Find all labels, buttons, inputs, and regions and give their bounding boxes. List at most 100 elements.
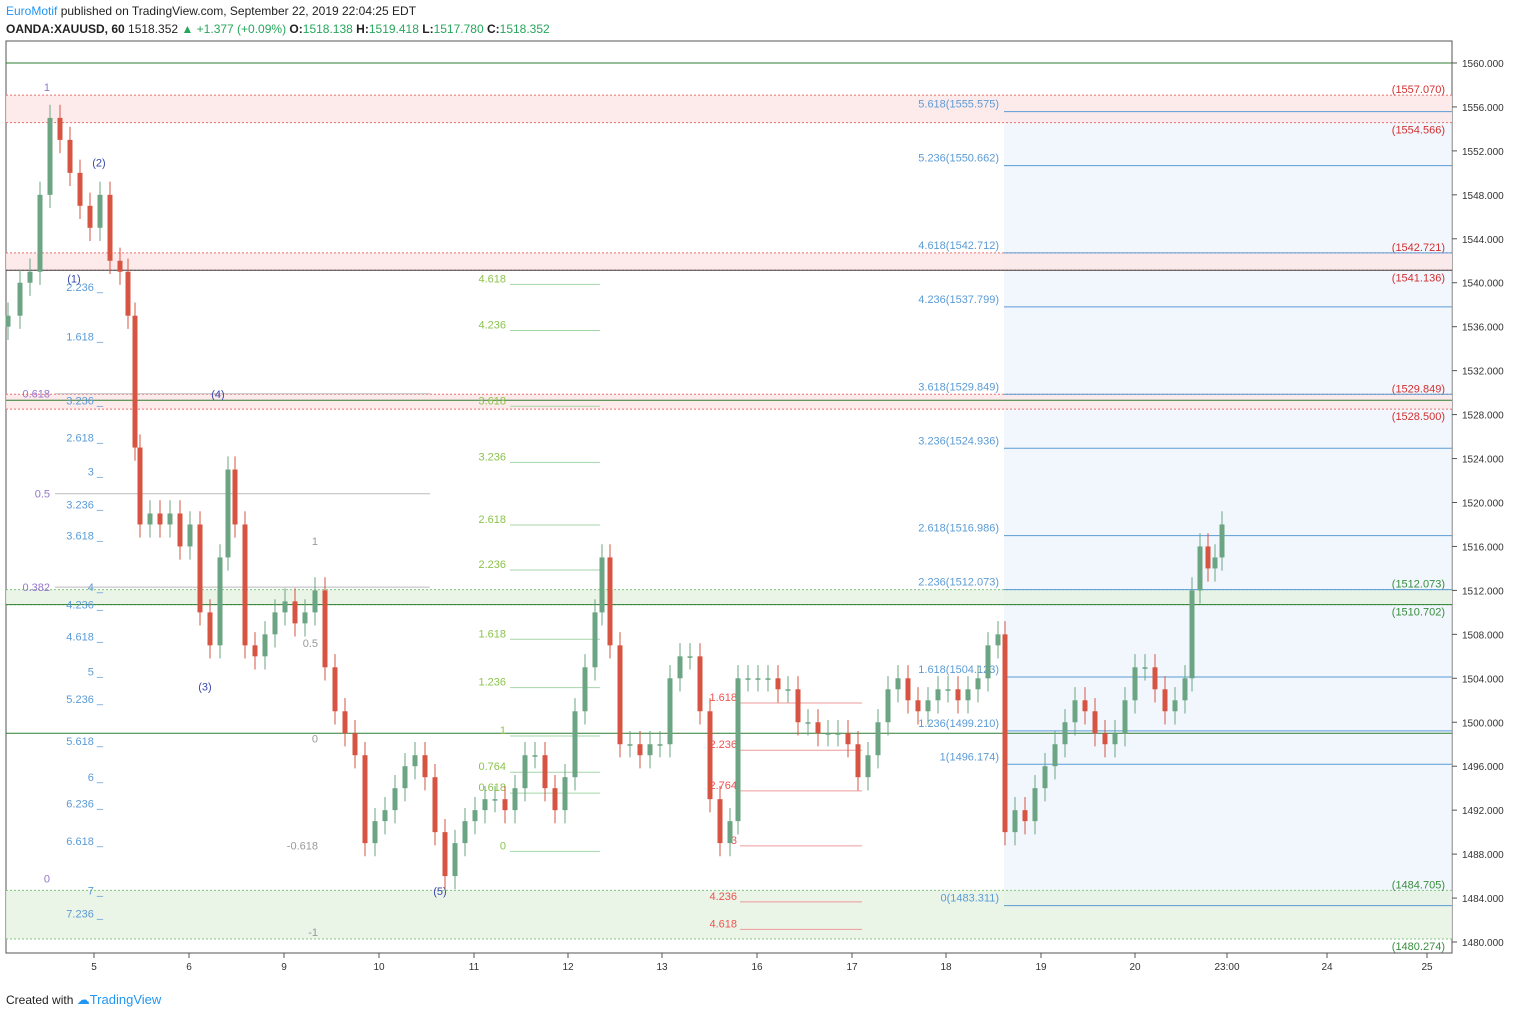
candle-body xyxy=(442,832,448,877)
candle-body xyxy=(552,788,558,811)
y-tick-label: 1556.000 xyxy=(1462,103,1504,114)
candle-body xyxy=(492,799,498,801)
candle-body xyxy=(322,590,328,668)
candle-body xyxy=(107,194,113,261)
y-tick-label: 1548.000 xyxy=(1462,191,1504,202)
red-fib-label: 2.764 xyxy=(709,780,737,792)
candle-body xyxy=(825,733,831,735)
small-fib-label: 0 xyxy=(312,734,318,746)
elliott-wave-label: (3) xyxy=(198,681,211,693)
zone-resistance xyxy=(6,252,1452,271)
x-tick-label: 6 xyxy=(186,962,192,973)
projection-fib-label: 1(1496.174) xyxy=(940,751,999,763)
y-tick-label: 1504.000 xyxy=(1462,674,1504,685)
candle-body xyxy=(965,689,971,701)
candle-body xyxy=(87,205,93,228)
extension-fib-label: 5.236 _ xyxy=(66,694,104,706)
projection-fib-label: 3.618(1529.849) xyxy=(918,381,999,393)
projection-fib-label: 5.618(1555.575) xyxy=(918,99,999,111)
zone-label-high: (1529.849) xyxy=(1392,383,1445,395)
candle-body xyxy=(1112,733,1118,745)
candle-body xyxy=(77,172,83,206)
projection-fib-label: 5.236(1550.662) xyxy=(918,153,999,165)
candle-body xyxy=(1082,700,1088,712)
candle-body xyxy=(925,700,931,712)
zone-label-high: (1557.070) xyxy=(1392,84,1445,96)
candle-body xyxy=(362,755,368,844)
open-label: O: xyxy=(289,22,303,36)
zone-label-low: (1480.274) xyxy=(1392,941,1445,953)
candle-body xyxy=(895,678,901,690)
extension-fib-label: 3.236 _ xyxy=(66,395,104,407)
x-tick-label: 19 xyxy=(1035,962,1047,973)
x-tick-label: 10 xyxy=(373,962,385,973)
y-tick-label: 1512.000 xyxy=(1462,586,1504,597)
candle-body xyxy=(422,755,428,778)
zone-label-low: (1510.702) xyxy=(1392,607,1445,619)
high-value: 1519.418 xyxy=(368,22,419,36)
candle-body xyxy=(607,557,613,646)
candle-body xyxy=(132,315,138,448)
red-fib-label: 3 xyxy=(731,835,737,847)
candle-body xyxy=(707,711,713,800)
candle-body xyxy=(1032,788,1038,822)
author-link[interactable]: EuroMotif xyxy=(6,4,58,18)
zone-label-high: (1542.721) xyxy=(1392,242,1445,254)
symbol-label: OANDA:XAUUSD, 60 xyxy=(6,22,125,36)
candle-body xyxy=(197,524,203,613)
candle-body xyxy=(687,656,693,658)
candle-body xyxy=(727,821,733,844)
candle-body xyxy=(1162,689,1168,712)
zone-label-low: (1541.136) xyxy=(1392,272,1445,284)
candle-body xyxy=(647,744,653,756)
green-fib-label: 4.236 xyxy=(478,319,506,331)
candle-body xyxy=(67,139,73,173)
open-value: 1518.138 xyxy=(302,22,353,36)
candle-body xyxy=(855,744,861,778)
candle-body xyxy=(292,601,298,624)
candle-body xyxy=(262,634,268,657)
small-fib-label: -0.618 xyxy=(287,840,318,852)
candle-body xyxy=(1182,678,1188,701)
candle-body xyxy=(835,733,841,735)
candle-body xyxy=(412,755,418,767)
candle-body xyxy=(1132,667,1138,701)
retracement-fib-label: 0.618 xyxy=(22,389,50,401)
candle-body xyxy=(1052,744,1058,767)
candle-body xyxy=(482,799,488,811)
x-tick-label: 24 xyxy=(1321,962,1333,973)
projection-region xyxy=(1004,111,1452,906)
candle-body xyxy=(1042,766,1048,789)
zone-label-low: (1554.566) xyxy=(1392,125,1445,137)
candle-body xyxy=(217,557,223,646)
candle-body xyxy=(775,678,781,690)
y-tick-label: 1524.000 xyxy=(1462,455,1504,466)
extension-fib-label: 4 _ xyxy=(88,582,104,594)
elliott-wave-label: (2) xyxy=(92,157,105,169)
projection-fib-label: 2.236(1512.073) xyxy=(918,577,999,589)
tradingview-logo-icon[interactable]: ☁ xyxy=(76,992,90,1007)
candle-body xyxy=(582,667,588,712)
candle-body xyxy=(352,733,358,756)
candle-body xyxy=(252,645,258,657)
extension-fib-label: 4.618 _ xyxy=(66,632,104,644)
candle-body xyxy=(47,117,53,195)
header-line-2: OANDA:XAUUSD, 60 1518.352 ▲ +1.377 (+0.0… xyxy=(6,22,550,36)
candle-body xyxy=(462,821,468,844)
green-fib-label: 2.236 xyxy=(478,559,506,571)
x-tick-label: 25 xyxy=(1421,962,1433,973)
candle-body xyxy=(697,656,703,712)
projection-fib-label: 1.618(1504.123) xyxy=(918,664,999,676)
candle-body xyxy=(1152,667,1158,690)
small-fib-label: 1 xyxy=(312,536,318,548)
red-fib-label: 2.236 xyxy=(709,739,737,751)
candle-body xyxy=(37,194,43,272)
published-text: published on TradingView.com, September … xyxy=(60,4,417,18)
y-tick-label: 1484.000 xyxy=(1462,894,1504,905)
green-fib-label: 2.618 xyxy=(478,514,506,526)
tradingview-brand[interactable]: TradingView xyxy=(89,992,162,1007)
candle-body xyxy=(1102,733,1108,745)
projection-fib-label: 1.236(1499.210) xyxy=(918,718,999,730)
close-value: 1518.352 xyxy=(499,22,550,36)
